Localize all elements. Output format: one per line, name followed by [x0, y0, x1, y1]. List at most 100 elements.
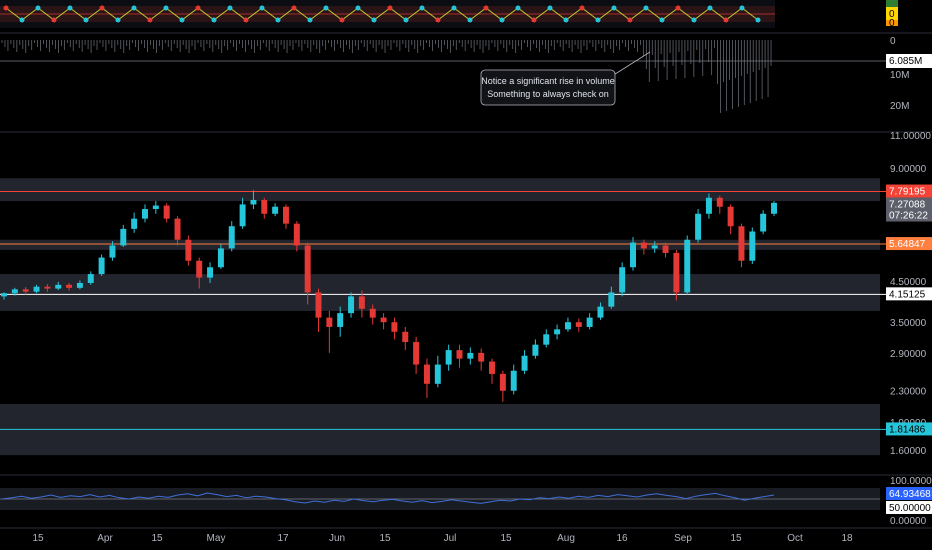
top-indicator-dot	[307, 17, 313, 23]
candle-body	[1, 293, 7, 297]
top-indicator-badge-green	[886, 0, 898, 7]
top-indicator-dot	[291, 5, 297, 11]
time-axis-label: Jul	[444, 533, 457, 544]
candle-body	[727, 206, 734, 227]
countdown-label: 07:26:22	[889, 211, 928, 222]
candle-body	[174, 218, 181, 240]
candle-body	[575, 322, 582, 327]
candle-body	[510, 370, 517, 391]
support-low-label: 4.15125	[889, 289, 926, 300]
candle-body	[185, 239, 192, 261]
time-axis-label: Aug	[557, 533, 575, 544]
top-indicator-value-2: 0	[889, 18, 895, 29]
candle-body	[11, 289, 18, 294]
top-indicator-dot	[483, 5, 489, 11]
price-panel: 11.00000 9.00000 4.50000 3.50000 2.90000 2.30…	[0, 131, 932, 457]
rsi-tick-0: 0.00000	[890, 516, 927, 527]
top-indicator-dot	[435, 17, 441, 23]
top-indicator-dot	[163, 5, 169, 11]
candle-body	[564, 322, 571, 330]
top-indicator-dot	[515, 5, 521, 11]
candle-body	[109, 245, 116, 258]
rsi-tick-100: 100.00000	[890, 476, 932, 487]
volume-annotation-pointer	[611, 51, 651, 77]
support-resistance-zone	[0, 178, 880, 202]
top-indicator-dot	[419, 5, 425, 11]
top-indicator-dot	[563, 17, 569, 23]
candle-body	[239, 204, 246, 227]
top-indicator-dot	[707, 5, 713, 11]
candle-body	[662, 245, 669, 253]
top-indicator-dot	[3, 5, 9, 11]
candle-body	[272, 206, 279, 214]
top-indicator-dot	[467, 17, 473, 23]
top-indicator-dot	[115, 17, 121, 23]
price-tick-label: 11.00000	[890, 131, 931, 142]
resistance-label: 7.79195	[889, 187, 926, 198]
candle-body	[478, 352, 485, 362]
top-indicator-dot	[211, 17, 217, 23]
candle-body	[651, 245, 658, 249]
candle-body	[196, 260, 203, 278]
candle-body	[163, 205, 170, 219]
candle-body	[217, 248, 224, 268]
top-indicator-dot	[675, 5, 681, 11]
candle-body	[66, 284, 73, 288]
rsi-mid-label: 50.00000	[889, 503, 931, 514]
rsi-last-badge	[886, 487, 932, 500]
candle-body	[749, 231, 756, 261]
top-indicator-dot	[739, 5, 745, 11]
time-axis-label: 15	[379, 533, 391, 544]
top-indicator-badge-yellow	[886, 7, 898, 20]
time-axis-label: 17	[277, 533, 289, 544]
candle-body	[771, 202, 777, 214]
candle-body	[423, 364, 430, 384]
time-axis-label: 16	[616, 533, 628, 544]
candle-body	[456, 350, 463, 359]
support-mid-badge	[886, 237, 932, 251]
top-indicator-dot	[547, 5, 553, 11]
candle-body	[521, 355, 528, 371]
time-axis-label: 15	[32, 533, 44, 544]
top-indicator-dot	[131, 5, 137, 11]
candle-body	[695, 213, 702, 240]
top-indicator-dot	[611, 5, 617, 11]
candle-body	[434, 364, 441, 384]
top-indicator-dot	[691, 17, 697, 23]
top-indicator-value-1: 0	[889, 9, 895, 20]
volume-annotation-box	[480, 69, 616, 106]
price-tick-label: 2.90000	[890, 349, 927, 360]
time-axis-label: Jun	[329, 533, 345, 544]
candle-body	[55, 284, 62, 289]
price-tick-label: 4.50000	[890, 277, 927, 288]
candle-body	[489, 361, 496, 374]
candle-body	[293, 223, 300, 246]
candle-body	[684, 239, 691, 293]
top-indicator-dot	[403, 17, 409, 23]
rsi-mid-badge	[886, 501, 932, 514]
candle-body	[597, 306, 604, 318]
candle-body	[261, 199, 268, 214]
time-axis-label: 15	[730, 533, 742, 544]
price-tick-label: 9.00000	[890, 164, 927, 175]
candle-body	[467, 352, 474, 359]
top-indicator-dot	[147, 17, 153, 23]
rsi-series-line	[1, 492, 775, 504]
candle-body	[630, 242, 636, 268]
candle-body	[586, 317, 593, 327]
top-indicator-dot	[723, 17, 729, 23]
top-indicator-dot	[323, 5, 329, 11]
bottom-line-badge	[886, 422, 932, 436]
rsi-panel: 100.00000 64.93468 50.00000 0.00000	[0, 476, 932, 527]
candle-body	[131, 218, 138, 229]
last-price-badge	[886, 197, 932, 211]
candle-body	[304, 245, 311, 293]
top-indicator-dot	[179, 17, 185, 23]
candle-body	[282, 206, 289, 224]
volume-annotation-line-2: Something to always check on	[487, 89, 609, 99]
candle-body	[142, 209, 148, 219]
candle-body	[120, 228, 127, 246]
volume-panel: 0 6.085M 10M 20M Notice a significant ri…	[0, 36, 932, 113]
candle-body	[207, 267, 214, 278]
candle-body	[33, 286, 40, 292]
